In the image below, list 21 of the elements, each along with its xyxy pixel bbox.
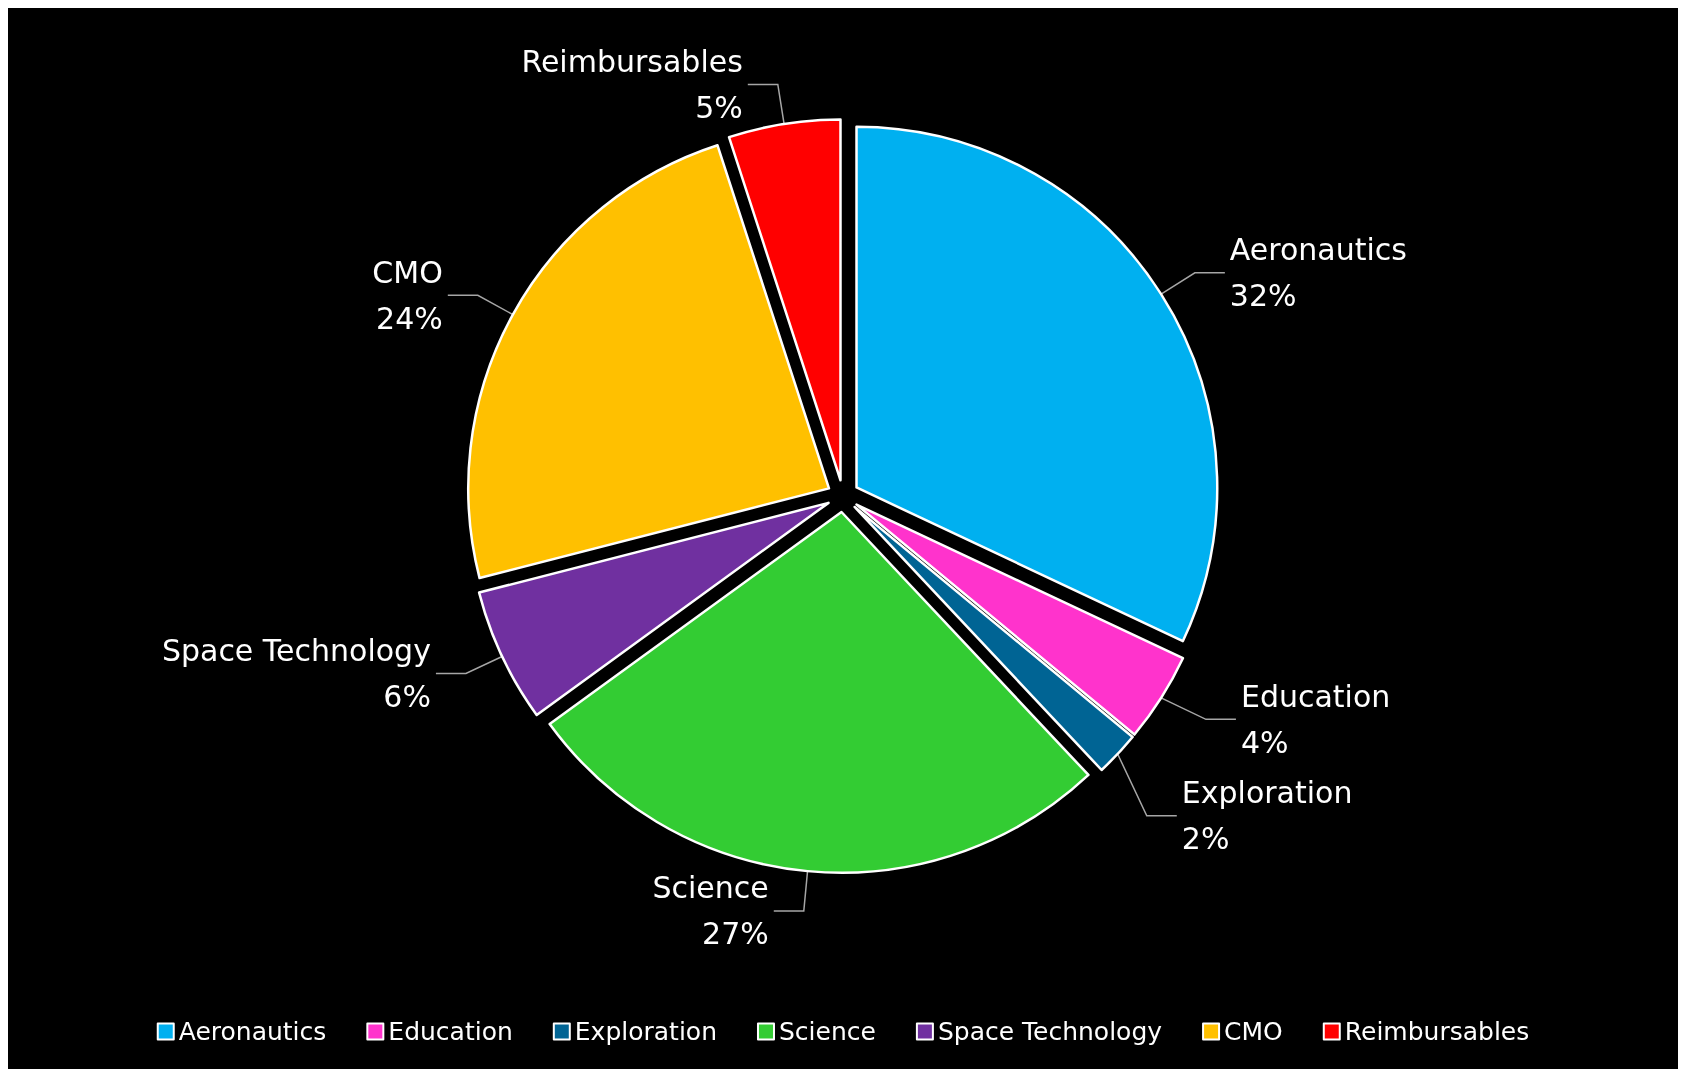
slice-label: CMO	[372, 254, 443, 290]
slice-label: Education	[1240, 678, 1391, 714]
slice-label: Aeronautics	[1229, 232, 1407, 268]
data-label: 2%	[1181, 821, 1230, 857]
data-label: 6%	[383, 679, 431, 714]
legend-label: Science	[778, 1017, 876, 1046]
legend-label: Exploration	[574, 1017, 717, 1046]
data-label: 5%	[695, 89, 743, 125]
slice-label: Reimbursables	[521, 43, 743, 79]
slice-label: Exploration	[1181, 775, 1353, 811]
data-label: 24%	[376, 300, 443, 336]
data-label: 32%	[1229, 278, 1297, 314]
data-label: 4%	[1240, 724, 1289, 760]
slice-label: Space Technology	[161, 633, 431, 668]
data-label: 27%	[702, 916, 769, 952]
legend-label: Aeronautics	[178, 1017, 327, 1046]
slice-label: Science	[652, 870, 769, 906]
legend-label: Reimbursables	[1344, 1017, 1530, 1046]
legend-label: CMO	[1224, 1017, 1283, 1046]
legend-label: Education	[388, 1017, 513, 1046]
legend-label: Space Technology	[937, 1017, 1163, 1046]
